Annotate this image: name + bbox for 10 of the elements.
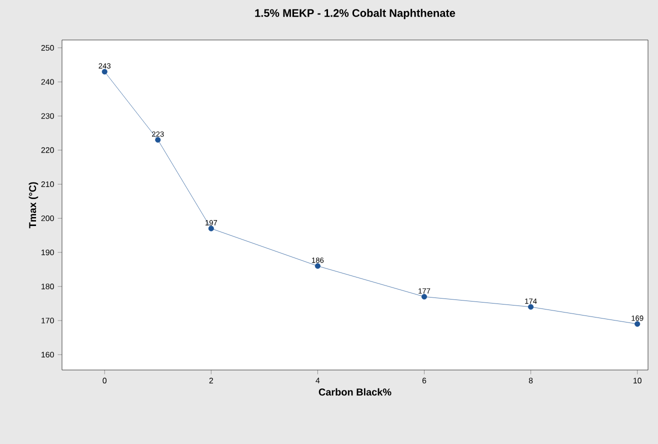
point [208, 226, 214, 232]
point [421, 294, 428, 300]
point [634, 321, 640, 327]
point [102, 68, 108, 74]
x-axis-title: Carbon Black% [318, 388, 392, 396]
point [155, 137, 161, 143]
chart-title: 1.5% MEKP - 1.2% Cobalt Naphthenate [255, 8, 456, 20]
point [314, 263, 321, 269]
point [528, 304, 534, 310]
y-axis-title: Tmax (°C) [28, 182, 38, 228]
